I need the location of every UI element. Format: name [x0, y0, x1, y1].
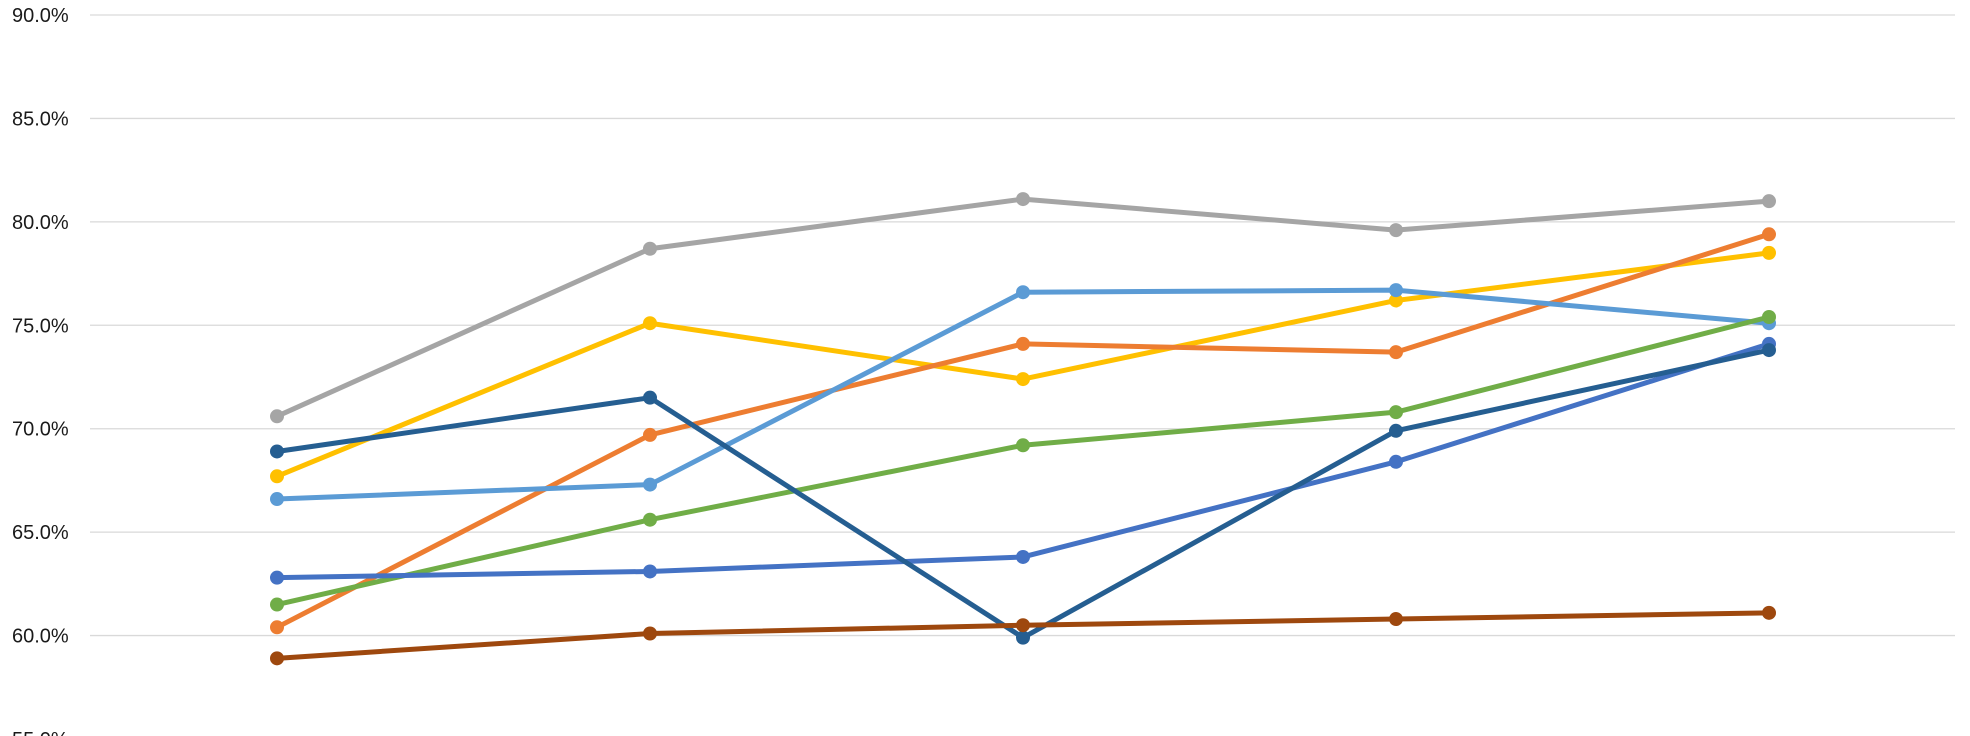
data-point	[1016, 192, 1030, 207]
data-point	[1389, 454, 1403, 469]
series-1	[270, 192, 1776, 424]
data-point	[1016, 372, 1030, 387]
data-point	[643, 241, 657, 256]
data-point	[1389, 223, 1403, 238]
data-point	[1762, 245, 1776, 260]
data-point	[270, 409, 284, 424]
data-point	[643, 477, 657, 492]
data-point	[643, 316, 657, 331]
data-point	[1762, 605, 1776, 620]
series-8	[270, 605, 1776, 666]
data-point	[1762, 194, 1776, 209]
y-tick-label: 85.0%	[12, 108, 69, 130]
data-point	[1762, 343, 1776, 358]
data-point	[1389, 283, 1403, 298]
series-line	[274, 287, 1772, 502]
data-point	[643, 390, 657, 405]
data-point	[1016, 438, 1030, 453]
data-point	[270, 570, 284, 585]
data-point	[1016, 630, 1030, 645]
y-tick-label: 70.0%	[12, 419, 69, 441]
data-point	[270, 620, 284, 635]
y-tick-label: 55.0%	[12, 729, 69, 736]
data-point	[1016, 549, 1030, 564]
data-point	[1389, 293, 1403, 308]
series-line	[274, 347, 1772, 641]
data-point	[1389, 405, 1403, 420]
data-point	[270, 492, 284, 507]
data-point	[643, 427, 657, 442]
y-tick-label: 75.0%	[12, 315, 69, 337]
data-point	[1389, 345, 1403, 360]
data-point	[1016, 336, 1030, 351]
data-point	[1762, 227, 1776, 242]
series-4	[270, 283, 1776, 507]
data-point	[643, 626, 657, 641]
data-point	[643, 564, 657, 579]
series-3	[270, 227, 1776, 635]
data-point	[270, 469, 284, 484]
data-point	[1389, 423, 1403, 438]
series-2	[270, 245, 1776, 484]
data-point	[1389, 612, 1403, 627]
data-point	[643, 512, 657, 527]
series-5	[270, 310, 1776, 612]
series-7	[270, 343, 1776, 645]
data-point	[1016, 285, 1030, 300]
data-point	[1762, 310, 1776, 325]
data-point	[1016, 618, 1030, 633]
y-tick-label: 60.0%	[12, 626, 69, 648]
series-6	[270, 336, 1776, 585]
y-tick-label: 90.0%	[12, 5, 69, 27]
y-tick-label: 65.0%	[12, 522, 69, 544]
y-tick-label: 80.0%	[12, 212, 69, 234]
data-point	[270, 651, 284, 666]
data-point	[270, 444, 284, 459]
data-point	[270, 597, 284, 612]
